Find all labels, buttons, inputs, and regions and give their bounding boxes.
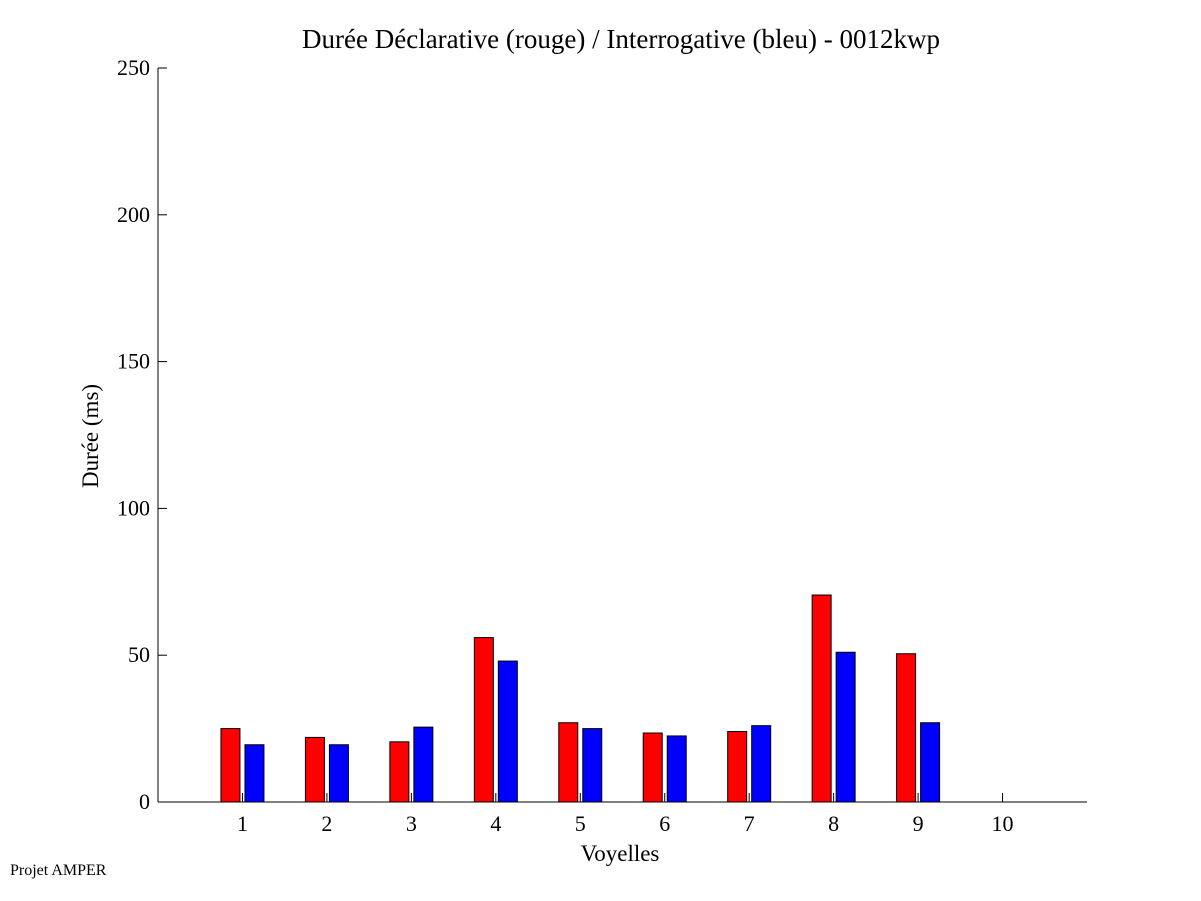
x-tick-label: 7 [744,811,755,836]
y-tick-label: 250 [117,55,150,80]
plot-area: 0 50 100 150 200 250 1 2 3 4 5 6 7 8 9 10 [117,55,1087,836]
bar-series-2 [582,728,603,803]
x-tick-label: 1 [237,811,248,836]
x-tick-label: 10 [992,811,1014,836]
bar-series-1 [220,728,241,803]
bar-series-2 [751,725,772,803]
bar-series-2 [328,744,349,803]
bar-series-2 [835,651,856,803]
x-axis-label: Voyelles [581,841,660,866]
x-tick-label: 2 [321,811,332,836]
bar-series-1 [642,732,663,803]
footer-credit: Projet AMPER [10,862,107,879]
y-tick-label: 100 [117,495,150,520]
bar-series-2 [244,744,265,803]
bar-series-1 [473,637,494,803]
x-tick-label: 8 [828,811,839,836]
y-tick-label: 150 [117,349,150,374]
x-tick-label: 3 [406,811,417,836]
bar-series-1 [811,594,832,803]
x-tick-label: 9 [913,811,924,836]
bar-series-2 [413,726,434,803]
bar-series-1 [389,741,410,803]
y-tick-label: 50 [128,642,150,667]
bar-series-1 [304,736,325,803]
y-tick-label: 200 [117,202,150,227]
x-tick-label: 4 [490,811,501,836]
chart-title: Durée Déclarative (rouge) / Interrogativ… [302,24,940,54]
x-tick-label: 6 [659,811,670,836]
x-tick-label: 5 [575,811,586,836]
bar-series-1 [727,731,748,803]
bar-series-2 [666,735,687,803]
y-tick-label: 0 [139,789,150,814]
bar-series-1 [558,722,579,803]
y-axis-label: Durée (ms) [78,384,103,488]
bar-series-1 [896,653,917,803]
bar-series-2 [497,660,518,803]
bar-series-2 [920,722,941,803]
